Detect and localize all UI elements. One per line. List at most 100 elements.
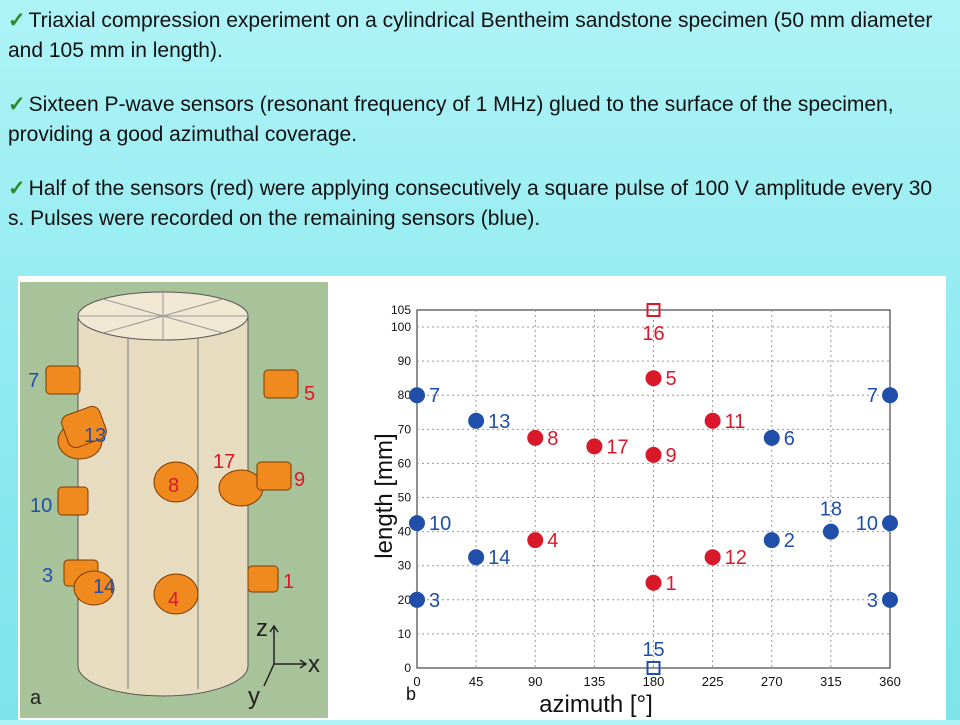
sensor-point-14: [468, 549, 485, 566]
sensor-label-3: 3: [429, 590, 440, 612]
y-tick-label: 80: [398, 388, 412, 402]
checkmark-icon: ✓: [8, 93, 26, 116]
sensor-point-10: [409, 515, 425, 532]
bullet-3: ✓ Half of the sensors (red) were applying…: [8, 174, 953, 234]
sensor-label-9: 9: [294, 469, 305, 491]
cylinder-body: [77, 315, 249, 697]
y-tick-label: 60: [398, 456, 412, 470]
x-tick-label: 360: [879, 674, 901, 689]
sensor-point-7: [409, 387, 425, 404]
y-tick-label: 100: [391, 320, 411, 334]
sensor-point-3: [882, 591, 898, 608]
sensor-7: [45, 365, 81, 395]
panel-b-label: b: [406, 684, 416, 704]
y-tick-label: 40: [398, 525, 412, 539]
sensor-point-18: [822, 523, 839, 540]
sensor-label-18: 18: [820, 499, 842, 521]
y-tick-label: 70: [398, 422, 412, 436]
axis-triad: [263, 624, 308, 687]
x-tick-label: 0: [413, 674, 420, 689]
figure-panel: 7 13 10 3 14 8 4 17 5 9 1 z x: [18, 276, 946, 720]
sensor-label-7: 7: [867, 385, 878, 407]
sensor-label-10: 10: [30, 495, 52, 517]
x-tick-label: 270: [761, 674, 783, 689]
y-tick-label: 30: [398, 559, 412, 573]
checkmark-icon: ✓: [8, 177, 26, 200]
y-tick-label: 50: [398, 491, 412, 505]
y-tick-label: 0: [404, 661, 411, 675]
sensor-point-9: [645, 446, 662, 463]
sensor-10: [57, 486, 89, 516]
plot-frame: [416, 309, 891, 669]
sensor-point-6: [763, 429, 780, 446]
y-tick-label: 105: [391, 303, 411, 317]
sensor-label-6: 6: [784, 428, 795, 450]
x-tick-label: 90: [528, 674, 542, 689]
sensor-8: [153, 461, 199, 503]
sensor-label-10: 10: [856, 513, 878, 535]
sensor-label-15: 15: [642, 639, 664, 661]
x-tick-label: 315: [820, 674, 842, 689]
sensor-point-4: [527, 532, 544, 549]
x-tick-label: 180: [643, 674, 665, 689]
sensor-label-1: 1: [283, 571, 294, 593]
x-tick-label: 225: [702, 674, 724, 689]
sensor-point-15: [646, 661, 661, 675]
panel-a-label: a: [30, 687, 42, 709]
sensor-17: [218, 469, 264, 507]
sensor-point-2: [763, 532, 780, 549]
sensor-point-12: [704, 549, 721, 566]
sensor-point-17: [586, 438, 603, 455]
sensor-point-7: [882, 387, 898, 404]
y-tick-labels: 0 10 20 30 40 50 60 70 80 90 100 105: [391, 303, 411, 675]
sensor-label-12: 12: [725, 547, 747, 569]
sensor-point-3: [409, 591, 425, 608]
sensor-label-5: 5: [304, 383, 315, 405]
sensor-point-16: [646, 303, 661, 317]
y-tick-label: 20: [398, 593, 412, 607]
top-segment: [102, 298, 224, 334]
axis-z-label: z: [256, 615, 268, 642]
sensor-label-17: 17: [213, 451, 235, 473]
sensor-1: [247, 565, 279, 593]
bullet-2: ✓ Sixteen P-wave sensors (resonant freque…: [8, 90, 953, 150]
bullet-1-text: Triaxial compression experiment on a cyl…: [8, 9, 933, 62]
sensor-label-9: 9: [666, 445, 677, 467]
sensor-5: [263, 369, 299, 399]
sensor-label-2: 2: [784, 530, 795, 552]
x-tick-labels: 0 45 90 135 180 225 270 315 360: [413, 674, 900, 689]
checkmark-icon: ✓: [8, 9, 26, 32]
sensor-label-14: 14: [488, 547, 510, 569]
sensor-label-5: 5: [666, 368, 677, 390]
sensor-label-7: 7: [429, 385, 440, 407]
sensor-label-11: 11: [725, 411, 746, 433]
chart-grid: [416, 309, 891, 669]
bullet-list: ✓ Triaxial compression experiment on a cy…: [8, 6, 953, 258]
sensor-13-body: [61, 405, 107, 449]
sensor-point-1: [645, 574, 662, 591]
sensor-label-16: 16: [642, 323, 664, 345]
sensor-position-chart: 0 45 90 135 180 225 270 315 360 0102030405060708…: [371, 303, 901, 718]
sensor-point-11: [704, 412, 721, 429]
axis-x-label: x: [308, 651, 320, 678]
figure-svg: 7 13 10 3 14 8 4 17 5 9 1 z x: [20, 282, 901, 718]
y-tick-label: 10: [398, 627, 412, 641]
bullet-1: ✓ Triaxial compression experiment on a cy…: [8, 6, 953, 66]
bullet-3-text: Half of the sensors (red) were applying …: [8, 177, 933, 230]
x-tick-label: 45: [469, 674, 483, 689]
sensor-point-8: [527, 429, 544, 446]
bullet-2-text: Sixteen P-wave sensors (resonant frequen…: [8, 93, 894, 146]
sensor-point-10: [882, 515, 898, 532]
x-tick-label: 135: [584, 674, 606, 689]
sensor-label-4: 4: [547, 530, 558, 552]
sensor-4: [153, 573, 199, 615]
sensor-label-8: 8: [168, 475, 179, 497]
sensor-label-4: 4: [168, 589, 179, 611]
y-axis-label: length [mm]: [371, 433, 398, 558]
sensor-label-14: 14: [93, 576, 115, 598]
y-tick-label: 90: [398, 354, 412, 368]
sensor-point-13: [468, 412, 485, 429]
sensor-14: [73, 570, 115, 606]
sensor-label-1: 1: [666, 573, 677, 595]
